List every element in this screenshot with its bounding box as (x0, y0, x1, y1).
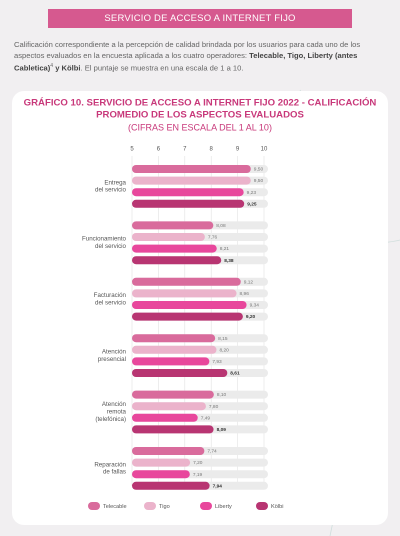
legend-swatch (200, 502, 212, 510)
x-tick-label: 5 (130, 147, 134, 153)
category-label: Facturación (94, 292, 127, 299)
chart-subtitle: (CIFRAS EN ESCALA DEL 1 AL 10) (128, 122, 272, 132)
bar (132, 256, 222, 265)
section-header: SERVICIO DE ACCESO A INTERNET FIJO (48, 9, 352, 28)
x-tick-label: 6 (157, 147, 161, 153)
category-label: remota (107, 409, 127, 416)
value-label: 8,38 (224, 258, 234, 264)
category-label: Atención (102, 401, 127, 408)
value-label: 7,76 (208, 235, 218, 241)
intro-text: . El puntaje se muestra en una escala de… (80, 63, 244, 73)
bar (132, 334, 216, 343)
category-label: del servicio (95, 187, 127, 194)
bar (132, 390, 214, 399)
category-label: (telefónica) (95, 416, 126, 423)
value-label: 9,25 (247, 201, 257, 207)
chart-title: GRÁFICO 10. SERVICIO DE ACCESO A INTERNE… (24, 97, 377, 109)
category-label: de fallas (103, 469, 126, 476)
value-label: 9,12 (244, 279, 254, 285)
bar (132, 447, 205, 455)
value-label: 8,21 (220, 246, 230, 252)
category-label: Entrega (104, 179, 126, 186)
category-label: del servicio (95, 300, 127, 307)
legend-swatch (256, 502, 268, 510)
bar (132, 289, 237, 298)
bar (132, 369, 228, 377)
bar (132, 176, 251, 185)
bar (132, 233, 205, 241)
value-label: 8,15 (218, 336, 228, 342)
legend-label: Kölbi (271, 504, 283, 510)
footnote-ref: 4 (50, 63, 54, 70)
bar (132, 199, 245, 208)
bar (132, 345, 217, 354)
x-tick-label: 8 (210, 147, 214, 153)
category-label: Funcionamiento (82, 236, 127, 243)
category-label: Reparación (94, 461, 126, 468)
value-label: 7,93 (212, 359, 222, 365)
intro-operators: Telecable, Tigo, Liberty (antes Cabletic… (14, 50, 358, 73)
bar (132, 221, 214, 230)
intro-operators: y Kölbi (53, 63, 81, 73)
bar (132, 301, 247, 309)
bar (132, 470, 190, 479)
intro-paragraph: Calificación correspondiente a la percep… (14, 40, 386, 74)
value-label: 8,96 (240, 291, 250, 297)
bar (132, 165, 251, 173)
category-label: Atención (102, 349, 127, 356)
bar (132, 458, 191, 467)
value-label: 9,50 (254, 178, 264, 184)
category-label: presencial (98, 356, 126, 363)
legend-label: Telecable (103, 504, 127, 510)
value-label: 8,09 (217, 427, 227, 433)
value-label: 7,19 (193, 472, 203, 478)
bar (132, 277, 241, 286)
value-label: 7,80 (209, 404, 219, 410)
x-tick-label: 10 (261, 147, 268, 153)
bar (132, 402, 206, 411)
bar (132, 425, 214, 434)
bar (132, 244, 217, 253)
legend-label: Liberty (215, 504, 232, 510)
category-label: del servicio (95, 243, 127, 250)
chart-title: PROMEDIO DE LOS ASPECTOS EVALUADOS (96, 110, 304, 121)
intro-text: Calificación correspondiente a la percep… (14, 40, 361, 60)
value-label: 9,50 (254, 167, 264, 173)
x-tick-label: 9 (236, 147, 240, 153)
value-label: 9,20 (246, 314, 256, 320)
value-label: 8,08 (216, 223, 226, 229)
legend-swatch (144, 502, 156, 510)
bar (132, 188, 244, 197)
legend-label: Tigo (159, 504, 170, 510)
legend-swatch (88, 502, 100, 510)
value-label: 7,20 (193, 460, 203, 466)
value-label: 9,23 (247, 190, 257, 196)
value-label: 7,94 (213, 483, 223, 489)
value-label: 8,20 (219, 347, 229, 353)
bar (132, 413, 198, 422)
value-label: 7,49 (201, 415, 211, 421)
bar (132, 312, 243, 321)
value-label: 9,34 (250, 303, 260, 309)
value-label: 8,10 (217, 392, 227, 398)
bar (132, 481, 210, 490)
x-tick-label: 7 (183, 147, 187, 153)
value-label: 7,74 (207, 449, 217, 455)
value-label: 8,61 (230, 371, 240, 377)
bar (132, 357, 210, 366)
